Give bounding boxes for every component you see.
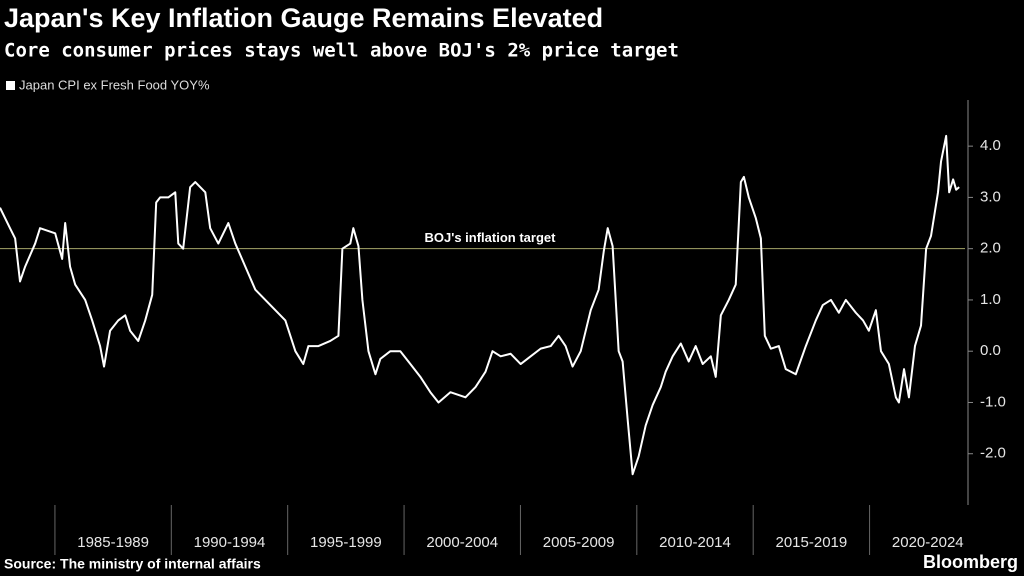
x-tick-label: 2005-2009 — [543, 534, 615, 551]
y-tick-label: -1.0 — [980, 393, 1006, 410]
x-tick-label: 1985-1989 — [77, 534, 149, 551]
legend-swatch — [6, 81, 15, 90]
x-tick-label: 1995-1999 — [310, 534, 382, 551]
y-tick-label: 0.0 — [980, 342, 1001, 359]
x-tick-label: 2020-2024 — [892, 534, 964, 551]
source: Source: The ministry of internal affairs — [4, 556, 261, 572]
brand: Bloomberg — [923, 552, 1018, 572]
x-tick-label: 2010-2014 — [659, 534, 731, 551]
chart-subtitle: Core consumer prices stays well above BO… — [4, 40, 679, 62]
chart-title: Japan's Key Inflation Gauge Remains Elev… — [4, 3, 603, 33]
x-tick-label: 2000-2004 — [426, 534, 498, 551]
data-line — [0, 134, 960, 476]
y-tick-label: 3.0 — [980, 188, 1001, 205]
reference-label: BOJ's inflation target — [425, 230, 557, 245]
x-tick-label: 2015-2019 — [776, 534, 848, 551]
y-tick-label: 2.0 — [980, 240, 1001, 257]
x-tick-label: 1990-1994 — [194, 534, 266, 551]
legend-label: Japan CPI ex Fresh Food YOY% — [19, 77, 210, 92]
y-tick-label: 4.0 — [980, 137, 1001, 154]
y-tick-label: -2.0 — [980, 445, 1006, 462]
y-tick-label: 1.0 — [980, 291, 1001, 308]
